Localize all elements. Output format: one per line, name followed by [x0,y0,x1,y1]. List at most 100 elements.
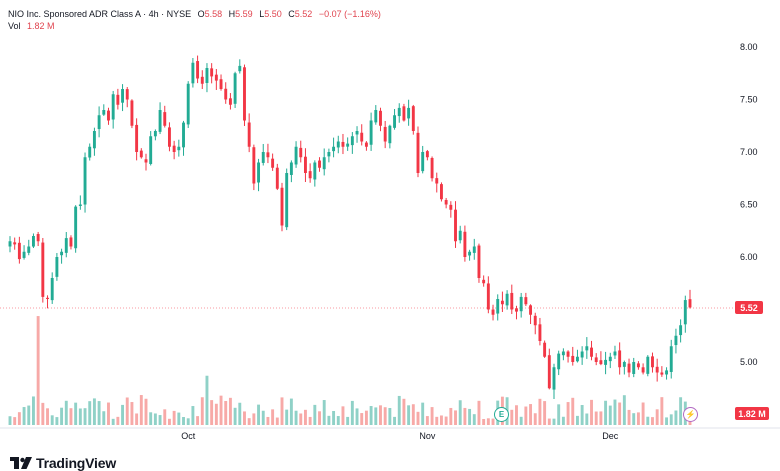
candle [557,350,561,376]
volume-bar [327,415,331,425]
time-tick-label: Dec [602,431,619,441]
candle-body [341,141,345,147]
candle-body [374,110,378,123]
candle-body [449,204,453,210]
candle [322,148,326,176]
candle [543,340,547,358]
price-axis[interactable]: 5.005.506.006.507.007.508.00 [740,42,758,367]
dividend-marker-icon: ⚡ [685,410,696,419]
volume-bar [594,411,598,425]
candle-body [655,366,659,373]
volume-bar [369,406,373,425]
candle-body [622,362,626,367]
candle-body [454,209,457,242]
price-tick-label: 7.50 [740,95,758,105]
time-tick-label: Oct [181,431,196,441]
candle-body [219,79,223,89]
candle-body [383,126,387,142]
volume-bar [289,398,293,425]
volume-bar [435,416,439,425]
candle-body [46,297,49,299]
candle [69,235,73,250]
candle [78,195,82,210]
candle-body [641,367,645,373]
candle-body [172,145,176,152]
volume-label[interactable]: Vol [8,21,21,31]
candle [50,272,54,304]
candle-body [594,357,598,362]
candle [121,84,125,112]
volume-bar [92,398,96,425]
volume-bar [102,411,106,425]
dividend-marker[interactable]: ⚡ [683,407,698,422]
candle-body [468,251,472,256]
candle-body [64,238,68,253]
candle-body [608,356,612,362]
volume-legend: Vol 1.82 M [8,21,55,32]
candle [327,148,331,163]
candle-body [660,372,664,375]
candle [533,312,537,335]
volume-bar [210,400,214,425]
volume-bar [135,413,139,425]
interval-label[interactable]: 4h [148,9,159,19]
time-axis[interactable]: OctNovDec2026 [181,431,780,441]
volume-bar [139,395,143,425]
volume-bar [266,416,270,425]
candle [92,127,96,156]
candle [590,340,593,361]
candle [83,152,87,213]
candle-body [121,89,125,103]
candle [439,182,443,202]
volume-bar [613,399,617,425]
volume-bar [454,410,457,425]
candle-body [214,74,218,81]
volume-bar [482,418,486,425]
candle [135,118,139,161]
candle-body [294,146,298,165]
candle [163,105,167,128]
candle-body [153,131,157,137]
candle [294,141,298,168]
candle-body [665,370,669,375]
candle-body [561,351,565,356]
candle [402,103,406,122]
volume-bar [360,413,364,425]
volume-bar [257,404,261,425]
candle-body [17,242,21,260]
candle-body [636,363,640,368]
last-price-tag-text: 5.52 [740,303,758,313]
candle-body [31,236,35,247]
candle [144,153,148,171]
volume-bar [439,415,443,425]
volume-bar [364,410,368,425]
low-label: L [259,9,265,19]
candle [233,71,237,108]
candle [472,238,476,260]
candle [519,292,523,318]
candle-body [533,315,537,326]
volume-bar [641,402,645,425]
tradingview-logo[interactable]: TradingView [10,455,116,471]
volume-bar [608,405,612,425]
earnings-marker[interactable]: E [494,407,509,422]
candle-body [472,246,476,253]
volume-bar [679,397,683,425]
candle-body [139,150,143,158]
candle [149,131,153,166]
candle-body [224,88,228,100]
last-price-tag: 5.52 [735,301,763,314]
candle-body [308,171,312,179]
candle [552,363,556,400]
volume-bar [167,418,171,425]
candle-body [519,296,523,312]
candle-body [167,127,171,147]
volume-bar [182,417,185,425]
candle-body [92,131,96,149]
symbol-name[interactable]: NIO Inc. Sponsored ADR Class A [8,9,141,19]
candle-body [430,157,434,179]
candle-body [107,110,110,121]
candle [102,104,106,116]
candle [575,349,579,363]
